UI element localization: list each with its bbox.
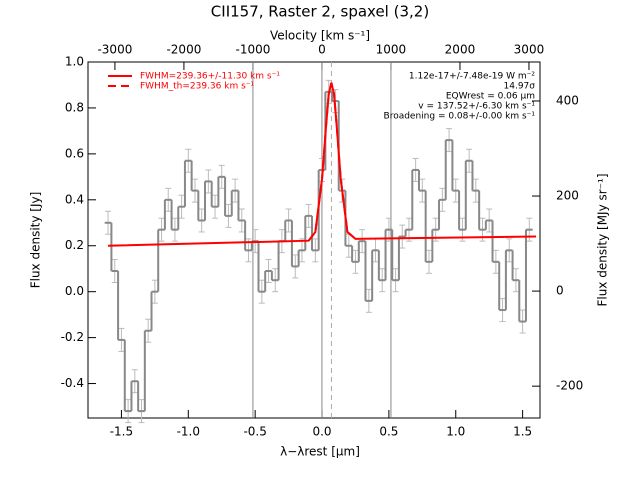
legend-label: FWHM_th=239.36 km s⁻¹ [140,82,255,92]
x-axis-label: λ−λrest [μm] [280,445,360,459]
chart-title: CII157, Raster 2, spaxel (3,2) [211,3,429,21]
y2-tick-label: 200 [556,189,579,203]
x-tick-label: -1.5 [110,425,133,439]
y-tick-label: 0.0 [65,284,84,298]
annotation: v = 137.52+/-6.30 km s⁻¹ [418,102,535,112]
y-tick-label: 1.0 [65,55,84,69]
y-tick-label: 0.8 [65,100,84,114]
plot-frame [87,61,541,419]
y2-tick-label: 0 [556,284,564,298]
y-tick-label: -0.2 [61,330,84,344]
top-tick-label: -1000 [235,43,270,57]
x-tick-label: -0.5 [243,425,266,439]
x-tick-label: 0.5 [379,425,398,439]
y-tick-label: 0.2 [65,238,84,252]
y-axis-label: Flux density [Jy] [29,192,43,289]
top-tick-label: 3000 [514,43,545,57]
top-tick-label: -2000 [166,43,201,57]
top-tick-label: -3000 [97,43,132,57]
y2-tick-label: -200 [556,379,583,393]
y2-axis-label: Flux density [MJy sr⁻¹] [596,173,610,306]
y2-tick-label: 400 [556,93,579,107]
annotation: 1.12e-17+/-7.48e-19 W m⁻² [409,72,536,82]
top-axis-label: Velocity [km s⁻¹] [270,29,370,43]
x-tick-label: 1.0 [446,425,465,439]
x-tick-label: 1.5 [513,425,532,439]
y-tick-label: -0.4 [61,376,84,390]
x-tick-label: 0.0 [312,425,331,439]
x-tick-label: -1.0 [177,425,200,439]
legend-label: FWHM=239.36+/-11.30 km s⁻¹ [140,72,280,82]
y-tick-label: 0.6 [65,146,84,160]
fit-line [307,82,357,242]
annotation: EQWrest = 0.06 μm [446,92,535,102]
y-tick-label: 0.4 [65,192,84,206]
annotation: Broadening = 0.08+/-0.00 km s⁻¹ [384,112,536,122]
annotation: 14.97σ [504,82,536,92]
top-tick-label: 1000 [376,43,407,57]
top-tick-label: 0 [318,43,326,57]
top-tick-label: 2000 [445,43,476,57]
